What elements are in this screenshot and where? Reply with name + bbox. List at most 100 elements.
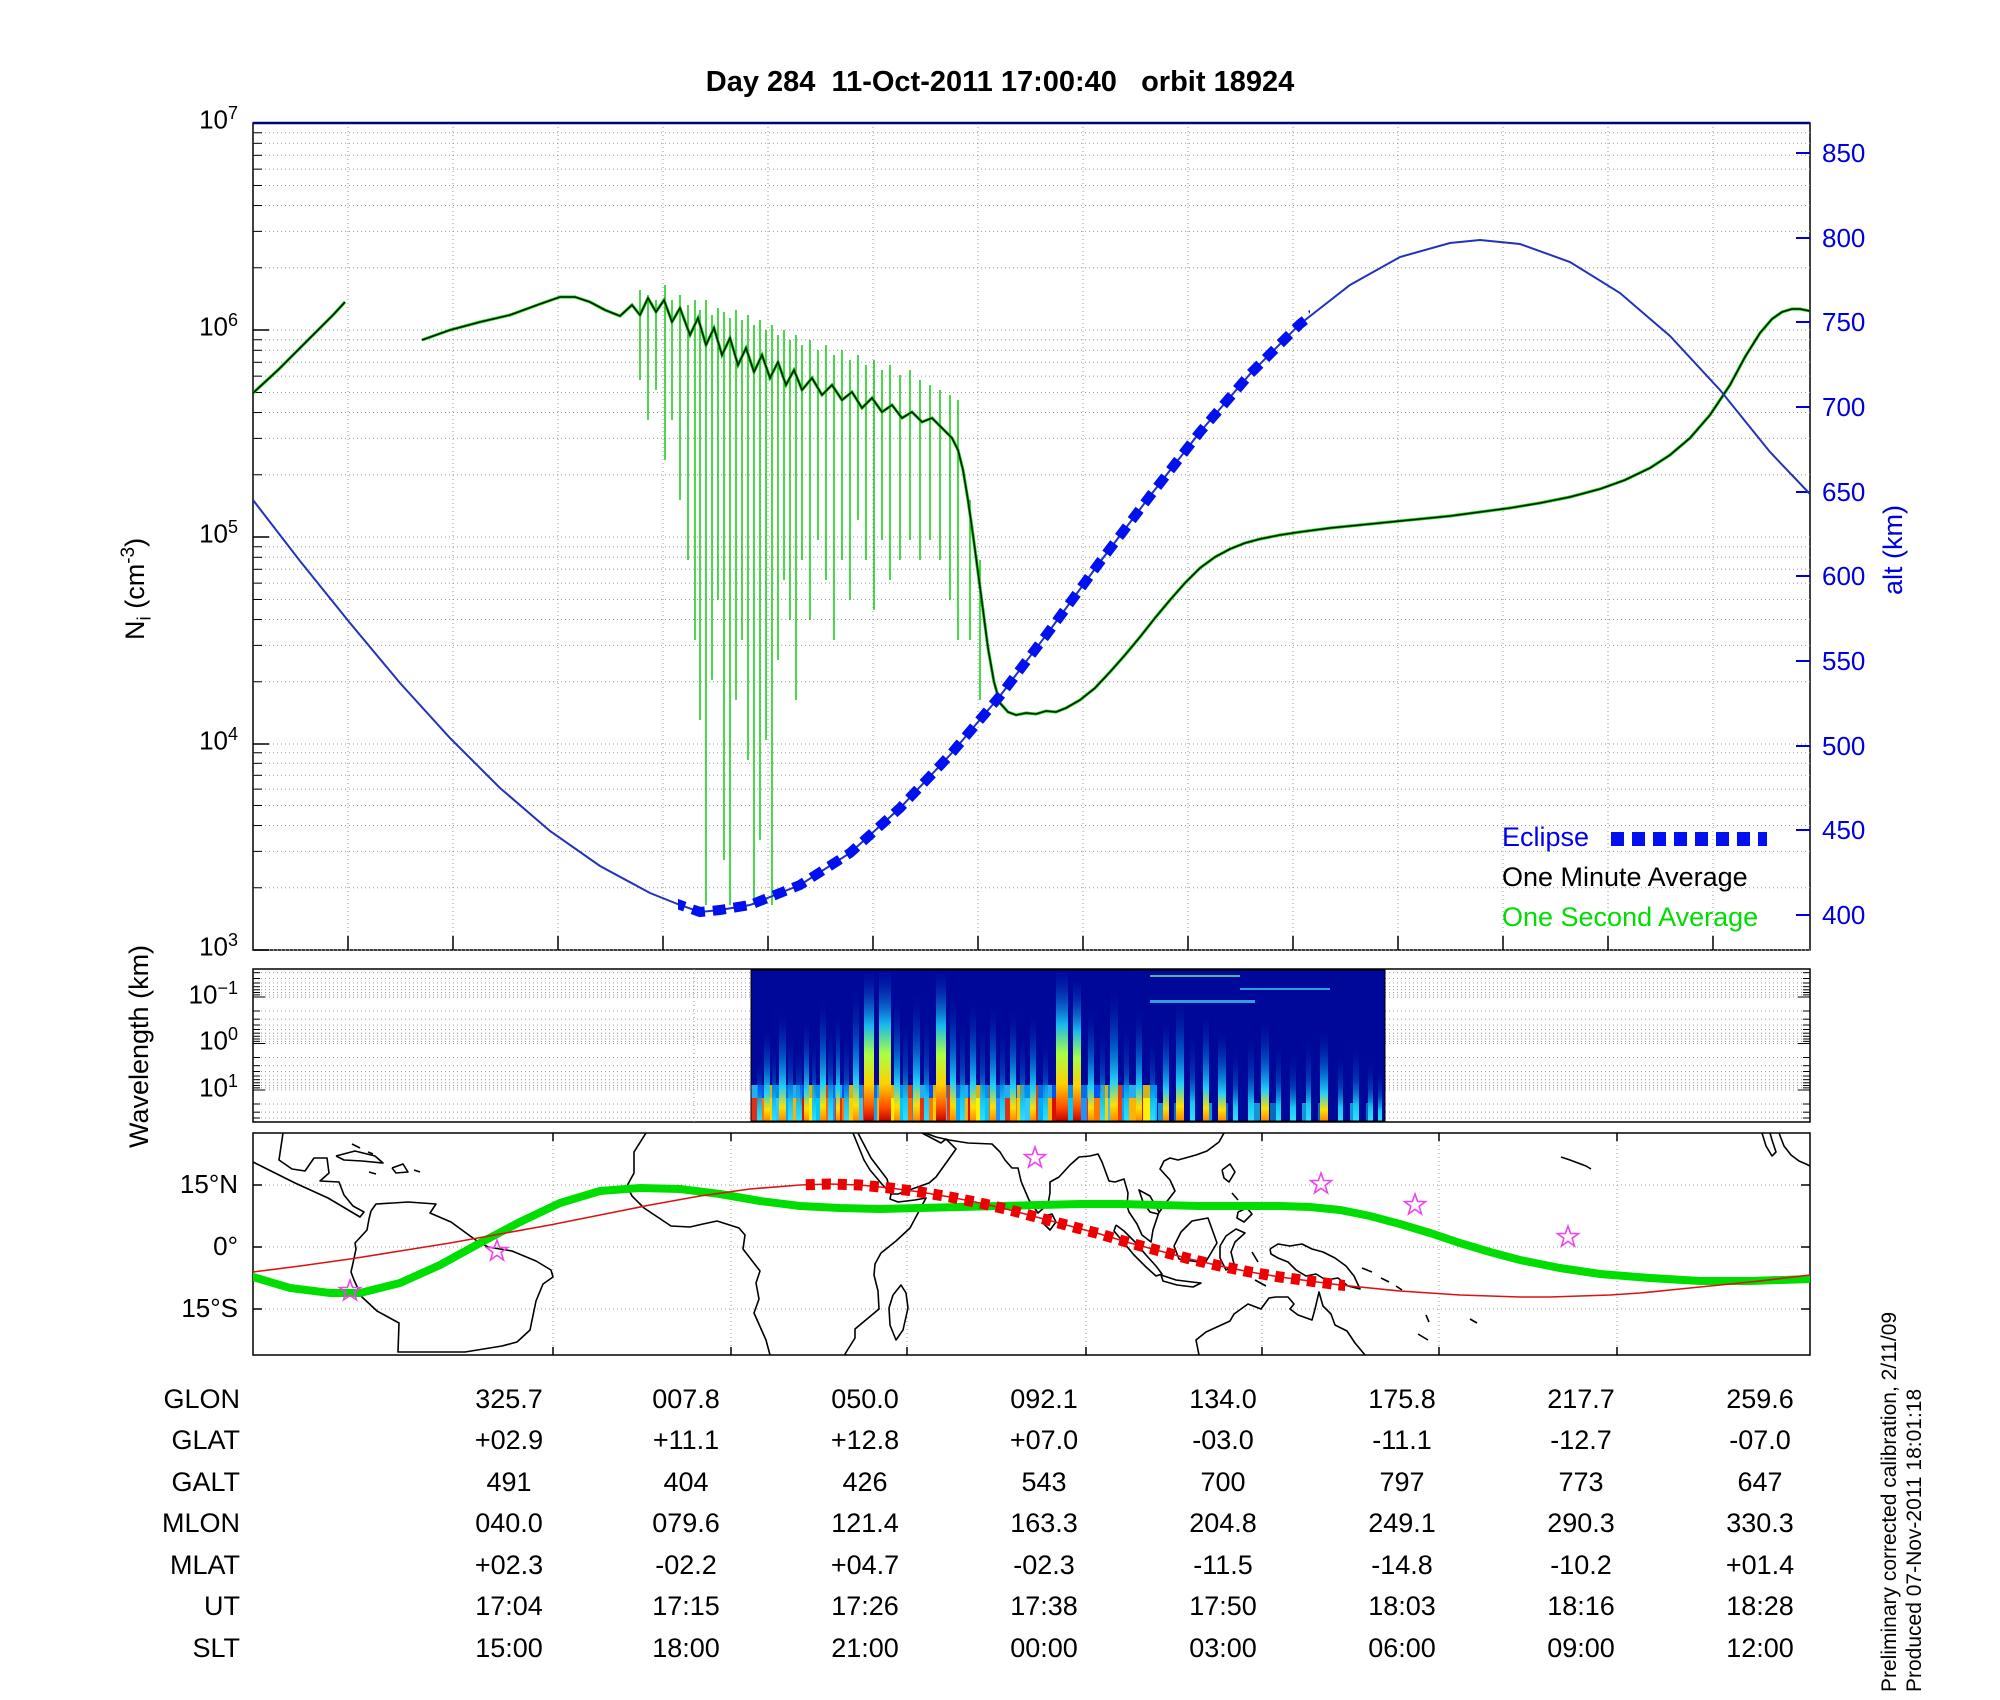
- table-cell: -14.8: [1371, 1550, 1433, 1580]
- table-cell: +04.7: [830, 1550, 900, 1580]
- ni-tick-label: 104: [199, 724, 238, 756]
- table-cell: 543: [1021, 1467, 1067, 1497]
- table-cell: 330.3: [1726, 1508, 1794, 1538]
- table-cell: -02.2: [655, 1550, 717, 1580]
- table-cell: 18:16: [1547, 1591, 1615, 1621]
- table-cell: 163.3: [1010, 1508, 1078, 1538]
- table-cell: 17:15: [652, 1591, 720, 1621]
- table-cell: -12.7: [1550, 1425, 1612, 1455]
- table-cell: 700: [1200, 1467, 1246, 1497]
- table-cell: +07.0: [1009, 1425, 1079, 1455]
- ni-label-sup: -3: [118, 546, 139, 564]
- table-cell: 204.8: [1189, 1508, 1257, 1538]
- table-cell: 18:03: [1368, 1591, 1436, 1621]
- table-cell: 426: [842, 1467, 888, 1497]
- table-cell: 06:00: [1368, 1633, 1436, 1663]
- legend-eclipse: Eclipse: [1502, 822, 1768, 853]
- wavelength-tick-label: 100: [199, 1024, 238, 1056]
- alt-tick-label: 650: [1822, 477, 1866, 507]
- ni-label-mid: (cm: [120, 563, 150, 617]
- table-cell: -07.0: [1729, 1425, 1791, 1455]
- table-cell: 17:38: [1010, 1591, 1078, 1621]
- table-cell: -10.2: [1550, 1550, 1612, 1580]
- table-cell: 491: [486, 1467, 532, 1497]
- legend-eclipse-label: Eclipse: [1502, 822, 1590, 852]
- footer-produced-note: Produced 07-Nov-2011 18:01:18: [1903, 1388, 1926, 1692]
- table-cell: 040.0: [475, 1508, 543, 1538]
- table-cell: 12:00: [1726, 1633, 1794, 1663]
- table-cell: 21:00: [831, 1633, 899, 1663]
- table-cell: 092.1: [1010, 1384, 1078, 1414]
- table-cell: +02.3: [474, 1550, 544, 1580]
- ni-tick-label: 105: [199, 517, 238, 549]
- map-lat-label: 0°: [213, 1231, 238, 1261]
- table-row-label: GLAT: [171, 1425, 240, 1455]
- table-cell: 797: [1379, 1467, 1425, 1497]
- table-cell: 175.8: [1368, 1384, 1436, 1414]
- alt-tick-label: 700: [1822, 392, 1866, 422]
- legend-one-second: One Second Average: [1502, 902, 1759, 932]
- table-cell: 134.0: [1189, 1384, 1257, 1414]
- table-row-label: GLON: [163, 1384, 240, 1414]
- ni-tick-label: 107: [199, 103, 238, 135]
- ni-label-sub: i: [134, 616, 156, 621]
- table-cell: +12.8: [830, 1425, 900, 1455]
- ni-axis-label: Ni (cm-3): [118, 538, 156, 640]
- alt-tick-label: 850: [1822, 138, 1866, 168]
- ni-tick-label: 106: [199, 310, 238, 342]
- table-cell: 17:26: [831, 1591, 899, 1621]
- table-cell: +02.9: [474, 1425, 544, 1455]
- alt-tick-label: 400: [1822, 900, 1866, 930]
- wavelength-tick-label: 10−1: [188, 978, 238, 1010]
- ni-label-end: ): [120, 537, 150, 547]
- ni-tick-label: 103: [199, 930, 238, 962]
- map-lat-label: 15°S: [181, 1293, 238, 1323]
- table-cell: 18:00: [652, 1633, 720, 1663]
- ni-label-base: N: [120, 620, 150, 641]
- table-cell: 007.8: [652, 1384, 720, 1414]
- wavelength-axis-label: Wavelength (km): [124, 944, 154, 1148]
- table-cell: +11.1: [652, 1425, 720, 1455]
- table-cell: 00:00: [1010, 1633, 1078, 1663]
- table-cell: 259.6: [1726, 1384, 1794, 1414]
- footer-calibration-note: Preliminary corrected calibration, 2/11/…: [1878, 1311, 1901, 1692]
- table-cell: 773: [1558, 1467, 1604, 1497]
- alt-tick-label: 600: [1822, 561, 1866, 591]
- alt-tick-label: 800: [1822, 223, 1866, 253]
- alt-tick-label: 750: [1822, 307, 1866, 337]
- alt-tick-label: 500: [1822, 731, 1866, 761]
- table-cell: -11.1: [1372, 1425, 1432, 1455]
- table-cell: 647: [1737, 1467, 1783, 1497]
- table-cell: 404: [663, 1467, 709, 1497]
- table-row-label: MLAT: [169, 1550, 240, 1580]
- map-lat-label: 15°N: [179, 1169, 238, 1199]
- table-row-label: SLT: [192, 1633, 240, 1663]
- table-row-label: GALT: [171, 1467, 240, 1497]
- table-cell: 050.0: [831, 1384, 899, 1414]
- table-cell: 217.7: [1547, 1384, 1615, 1414]
- table-cell: -11.5: [1193, 1550, 1253, 1580]
- table-row-label: MLON: [161, 1508, 240, 1538]
- table-cell: 03:00: [1189, 1633, 1257, 1663]
- table-cell: 17:50: [1189, 1591, 1257, 1621]
- table-cell: 290.3: [1547, 1508, 1615, 1538]
- table-cell: -03.0: [1192, 1425, 1254, 1455]
- page-title: Day 284 11-Oct-2011 17:00:40 orbit 18924: [705, 66, 1295, 98]
- table-cell: 079.6: [652, 1508, 720, 1538]
- table-cell: 121.4: [831, 1508, 899, 1538]
- table-cell: 15:00: [475, 1633, 543, 1663]
- table-cell: 18:28: [1726, 1591, 1794, 1621]
- table-cell: +01.4: [1725, 1550, 1795, 1580]
- wavelength-tick-label: 101: [199, 1071, 238, 1103]
- eclipse-dash-swatch: [1611, 832, 1768, 846]
- alt-axis-label: alt (km): [1878, 505, 1908, 595]
- table-cell: 17:04: [475, 1591, 543, 1621]
- table-cell: 325.7: [475, 1384, 543, 1414]
- legend-one-minute: One Minute Average: [1502, 862, 1748, 892]
- table-row-label: UT: [204, 1591, 240, 1621]
- table-cell: -02.3: [1013, 1550, 1075, 1580]
- table-cell: 249.1: [1368, 1508, 1436, 1538]
- alt-tick-label: 550: [1822, 646, 1866, 676]
